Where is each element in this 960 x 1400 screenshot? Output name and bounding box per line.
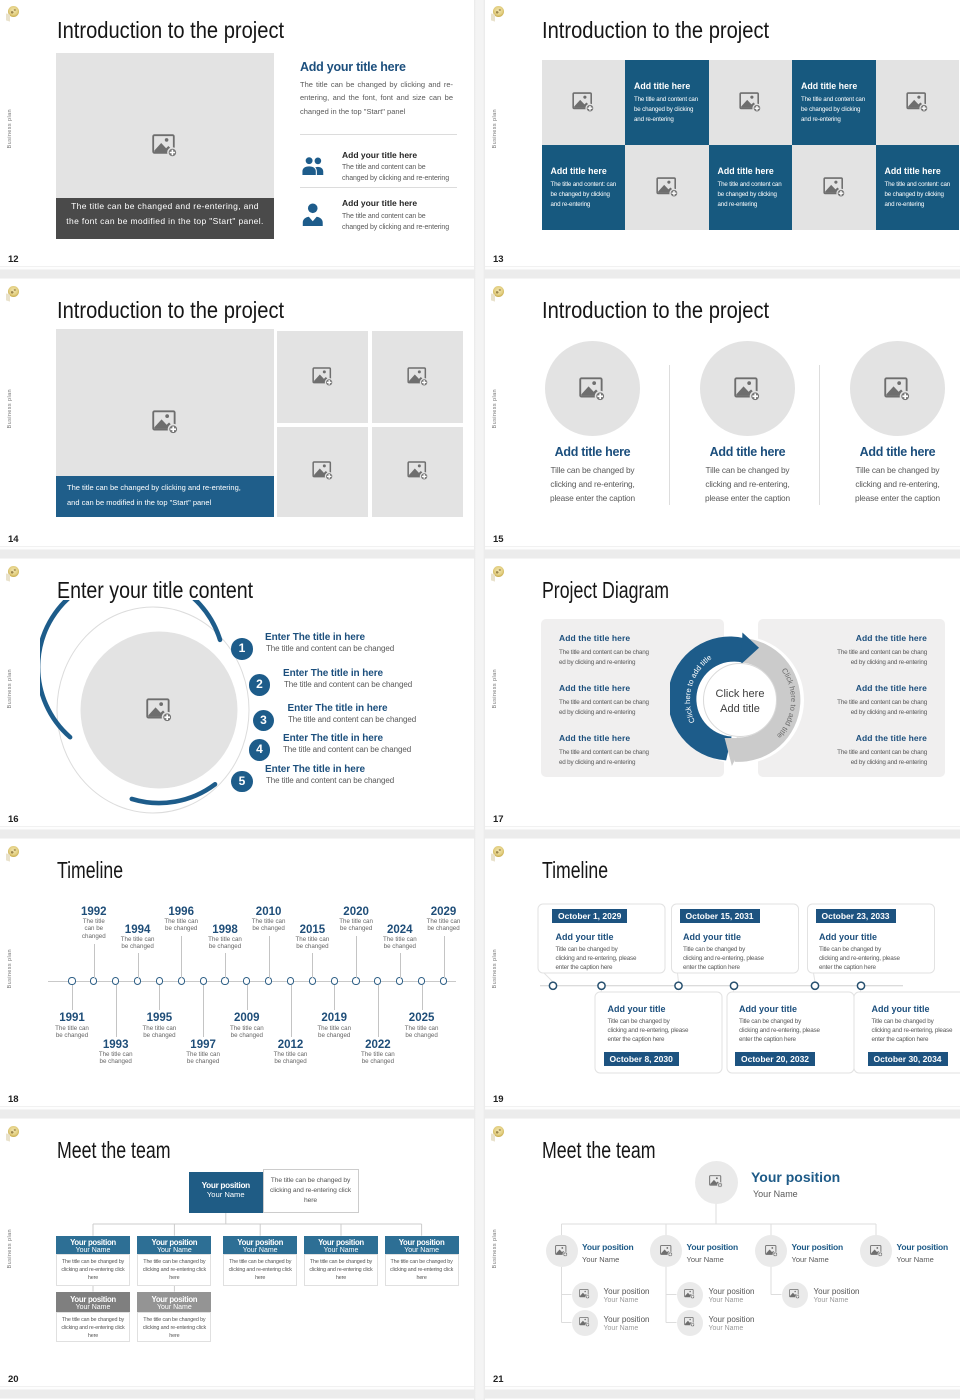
svg-text:Add title: Add title bbox=[720, 703, 760, 715]
svg-text:Click here: Click here bbox=[716, 688, 765, 700]
